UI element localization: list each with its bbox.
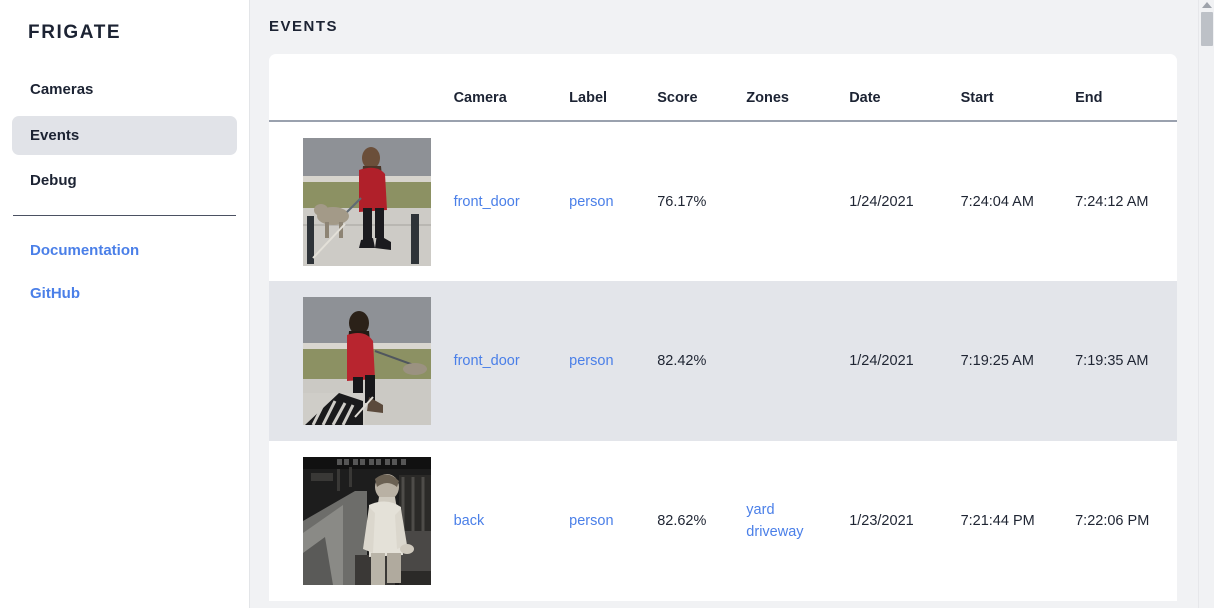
event-thumbnail[interactable] bbox=[303, 137, 431, 266]
sidebar-links: Documentation GitHub bbox=[0, 232, 249, 312]
event-zones-cell bbox=[746, 281, 850, 441]
event-thumbnail-cell[interactable] bbox=[269, 441, 454, 601]
event-camera-cell: front_door bbox=[453, 281, 570, 441]
event-score-cell: 82.42% bbox=[657, 281, 747, 441]
column-header-date[interactable]: Date bbox=[849, 54, 961, 122]
event-start-cell: 7:21:44 PM bbox=[960, 513, 1035, 529]
event-end-cell: 7:19:35 AM bbox=[1075, 281, 1177, 441]
scrollbar-thumb[interactable] bbox=[1201, 12, 1213, 46]
table-row[interactable]: front_door person 82.42% 1/24/2021 7:19:… bbox=[269, 281, 1177, 441]
thumbnail-person-dog-daylight-icon bbox=[303, 137, 431, 266]
column-header-label[interactable]: Label bbox=[569, 54, 658, 122]
vertical-scrollbar[interactable] bbox=[1198, 0, 1214, 608]
event-camera-link[interactable]: back bbox=[453, 513, 485, 529]
events-table-head: Camera Label Score Zones Date Start End bbox=[269, 54, 1177, 122]
page-title: EVENTS bbox=[269, 18, 339, 35]
sidebar-link-github[interactable]: GitHub bbox=[30, 284, 80, 302]
event-score-cell: 76.17% bbox=[657, 193, 707, 210]
column-header-camera[interactable]: Camera bbox=[453, 54, 570, 122]
event-thumbnail[interactable] bbox=[303, 297, 431, 425]
event-date-cell: 1/24/2021 bbox=[849, 281, 961, 441]
event-camera-link[interactable]: front_door bbox=[453, 193, 520, 210]
main-content: EVENTS Camera Label Score Zones Date bbox=[250, 0, 1214, 608]
scroll-up-arrow-icon[interactable] bbox=[1202, 2, 1212, 8]
event-zones-cell bbox=[746, 121, 849, 281]
column-header-thumbnail bbox=[269, 54, 454, 122]
event-label-cell: person bbox=[569, 281, 658, 441]
sidebar-link-documentation[interactable]: Documentation bbox=[30, 241, 140, 259]
event-thumbnail-cell[interactable] bbox=[269, 121, 454, 281]
event-label-link[interactable]: person bbox=[569, 513, 614, 529]
event-label-cell: person bbox=[569, 441, 657, 601]
column-header-score[interactable]: Score bbox=[657, 54, 747, 122]
event-zone-link[interactable]: yard bbox=[746, 501, 775, 518]
column-header-start[interactable]: Start bbox=[960, 54, 1076, 122]
event-end-cell: 7:24:12 AM bbox=[1075, 193, 1149, 210]
event-camera-link[interactable]: front_door bbox=[453, 353, 520, 369]
events-table: Camera Label Score Zones Date Start End bbox=[269, 54, 1177, 601]
event-thumbnail-cell[interactable] bbox=[269, 281, 454, 441]
event-zone-link[interactable]: driveway bbox=[746, 524, 804, 540]
table-row[interactable]: front_door person 76.17% 1/24/2021 7:24:… bbox=[269, 121, 1177, 281]
thumbnail-person-night-vision-icon bbox=[303, 457, 431, 585]
column-header-zones[interactable]: Zones bbox=[746, 54, 850, 122]
event-date-cell: 1/23/2021 bbox=[849, 513, 914, 529]
event-camera-cell: back bbox=[454, 441, 570, 601]
sidebar-item-cameras[interactable]: Cameras bbox=[30, 81, 94, 98]
event-zones-cell: yard driveway bbox=[746, 441, 849, 601]
event-thumbnail[interactable] bbox=[303, 457, 431, 585]
sidebar-nav: Cameras Events Debug bbox=[0, 70, 249, 201]
sidebar-divider bbox=[13, 214, 236, 216]
event-date-cell: 1/24/2021 bbox=[849, 193, 914, 210]
event-start-cell: 7:19:25 AM bbox=[960, 281, 1076, 441]
events-table-body: front_door person 76.17% 1/24/2021 7:24:… bbox=[269, 121, 1177, 601]
sidebar: FRIGATE Cameras Events Debug Documentati… bbox=[0, 0, 250, 608]
thumbnail-person-leash-daylight-icon bbox=[303, 297, 431, 425]
sidebar-item-events[interactable]: Events bbox=[12, 115, 237, 155]
event-start-cell: 7:24:04 AM bbox=[960, 193, 1034, 210]
table-row[interactable]: back person 82.62% yard driveway 1/23/20… bbox=[269, 441, 1177, 601]
event-end-cell: 7:22:06 PM bbox=[1075, 513, 1150, 529]
brand-title: FRIGATE bbox=[28, 22, 122, 43]
table-header-row: Camera Label Score Zones Date Start End bbox=[269, 54, 1177, 122]
event-label-cell: person bbox=[569, 121, 657, 281]
event-label-link[interactable]: person bbox=[569, 193, 614, 210]
sidebar-item-debug[interactable]: Debug bbox=[30, 172, 77, 189]
event-label-link[interactable]: person bbox=[569, 353, 614, 369]
event-camera-cell: front_door bbox=[454, 121, 570, 281]
events-card: Camera Label Score Zones Date Start End bbox=[269, 54, 1177, 601]
event-score-cell: 82.62% bbox=[657, 513, 707, 529]
column-header-end[interactable]: End bbox=[1075, 54, 1177, 122]
